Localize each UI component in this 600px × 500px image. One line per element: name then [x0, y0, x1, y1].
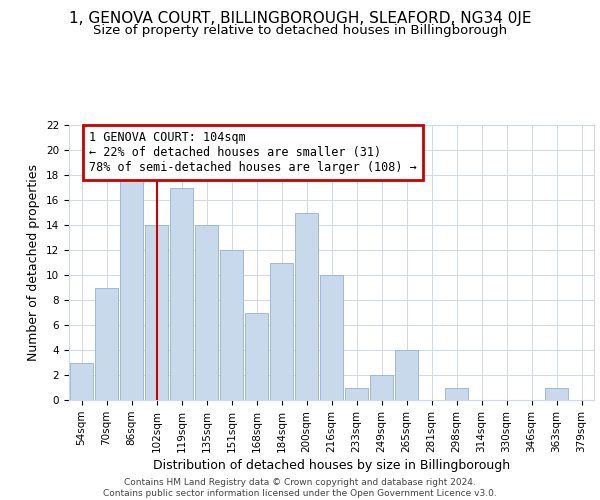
Bar	[395, 350, 418, 400]
Bar	[170, 188, 193, 400]
Bar	[269, 262, 293, 400]
Bar	[145, 225, 169, 400]
Bar	[220, 250, 244, 400]
Text: 1 GENOVA COURT: 104sqm
← 22% of detached houses are smaller (31)
78% of semi-det: 1 GENOVA COURT: 104sqm ← 22% of detached…	[89, 131, 417, 174]
Bar	[545, 388, 568, 400]
Text: Contains HM Land Registry data © Crown copyright and database right 2024.
Contai: Contains HM Land Registry data © Crown c…	[103, 478, 497, 498]
Text: Size of property relative to detached houses in Billingborough: Size of property relative to detached ho…	[93, 24, 507, 37]
X-axis label: Distribution of detached houses by size in Billingborough: Distribution of detached houses by size …	[153, 459, 510, 472]
Bar	[194, 225, 218, 400]
Bar	[119, 175, 143, 400]
Text: 1, GENOVA COURT, BILLINGBOROUGH, SLEAFORD, NG34 0JE: 1, GENOVA COURT, BILLINGBOROUGH, SLEAFOR…	[69, 11, 531, 26]
Bar	[344, 388, 368, 400]
Bar	[320, 275, 343, 400]
Bar	[445, 388, 469, 400]
Bar	[370, 375, 394, 400]
Bar	[245, 312, 268, 400]
Bar	[95, 288, 118, 400]
Bar	[70, 362, 94, 400]
Y-axis label: Number of detached properties: Number of detached properties	[28, 164, 40, 361]
Bar	[295, 212, 319, 400]
